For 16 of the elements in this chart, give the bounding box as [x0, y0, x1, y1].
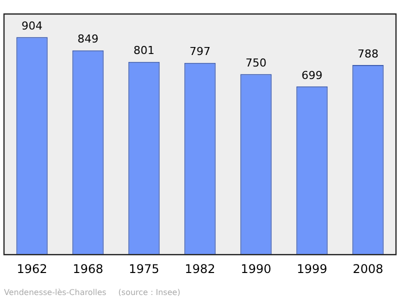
- text: (source : Insee): [118, 288, 180, 298]
- data-label: 699: [302, 68, 322, 82]
- x-tick-label: 1975: [128, 262, 160, 276]
- data-label: 788: [358, 47, 378, 60]
- data-label: 797: [190, 45, 210, 58]
- text: Vendenesse-lès-Charolles: [4, 288, 106, 298]
- data-label: 904: [22, 19, 42, 32]
- data-label: 801: [134, 44, 154, 58]
- x-tick-label: 1982: [184, 262, 216, 276]
- data-label: 750: [246, 56, 266, 70]
- x-tick-label: 1990: [240, 262, 272, 276]
- x-tick-label: 1962: [16, 262, 48, 276]
- data-label: 849: [78, 32, 98, 46]
- x-tick-label: 1968: [72, 262, 104, 276]
- x-tick-label: 1999: [296, 262, 328, 276]
- x-tick-label: 2008: [352, 262, 384, 276]
